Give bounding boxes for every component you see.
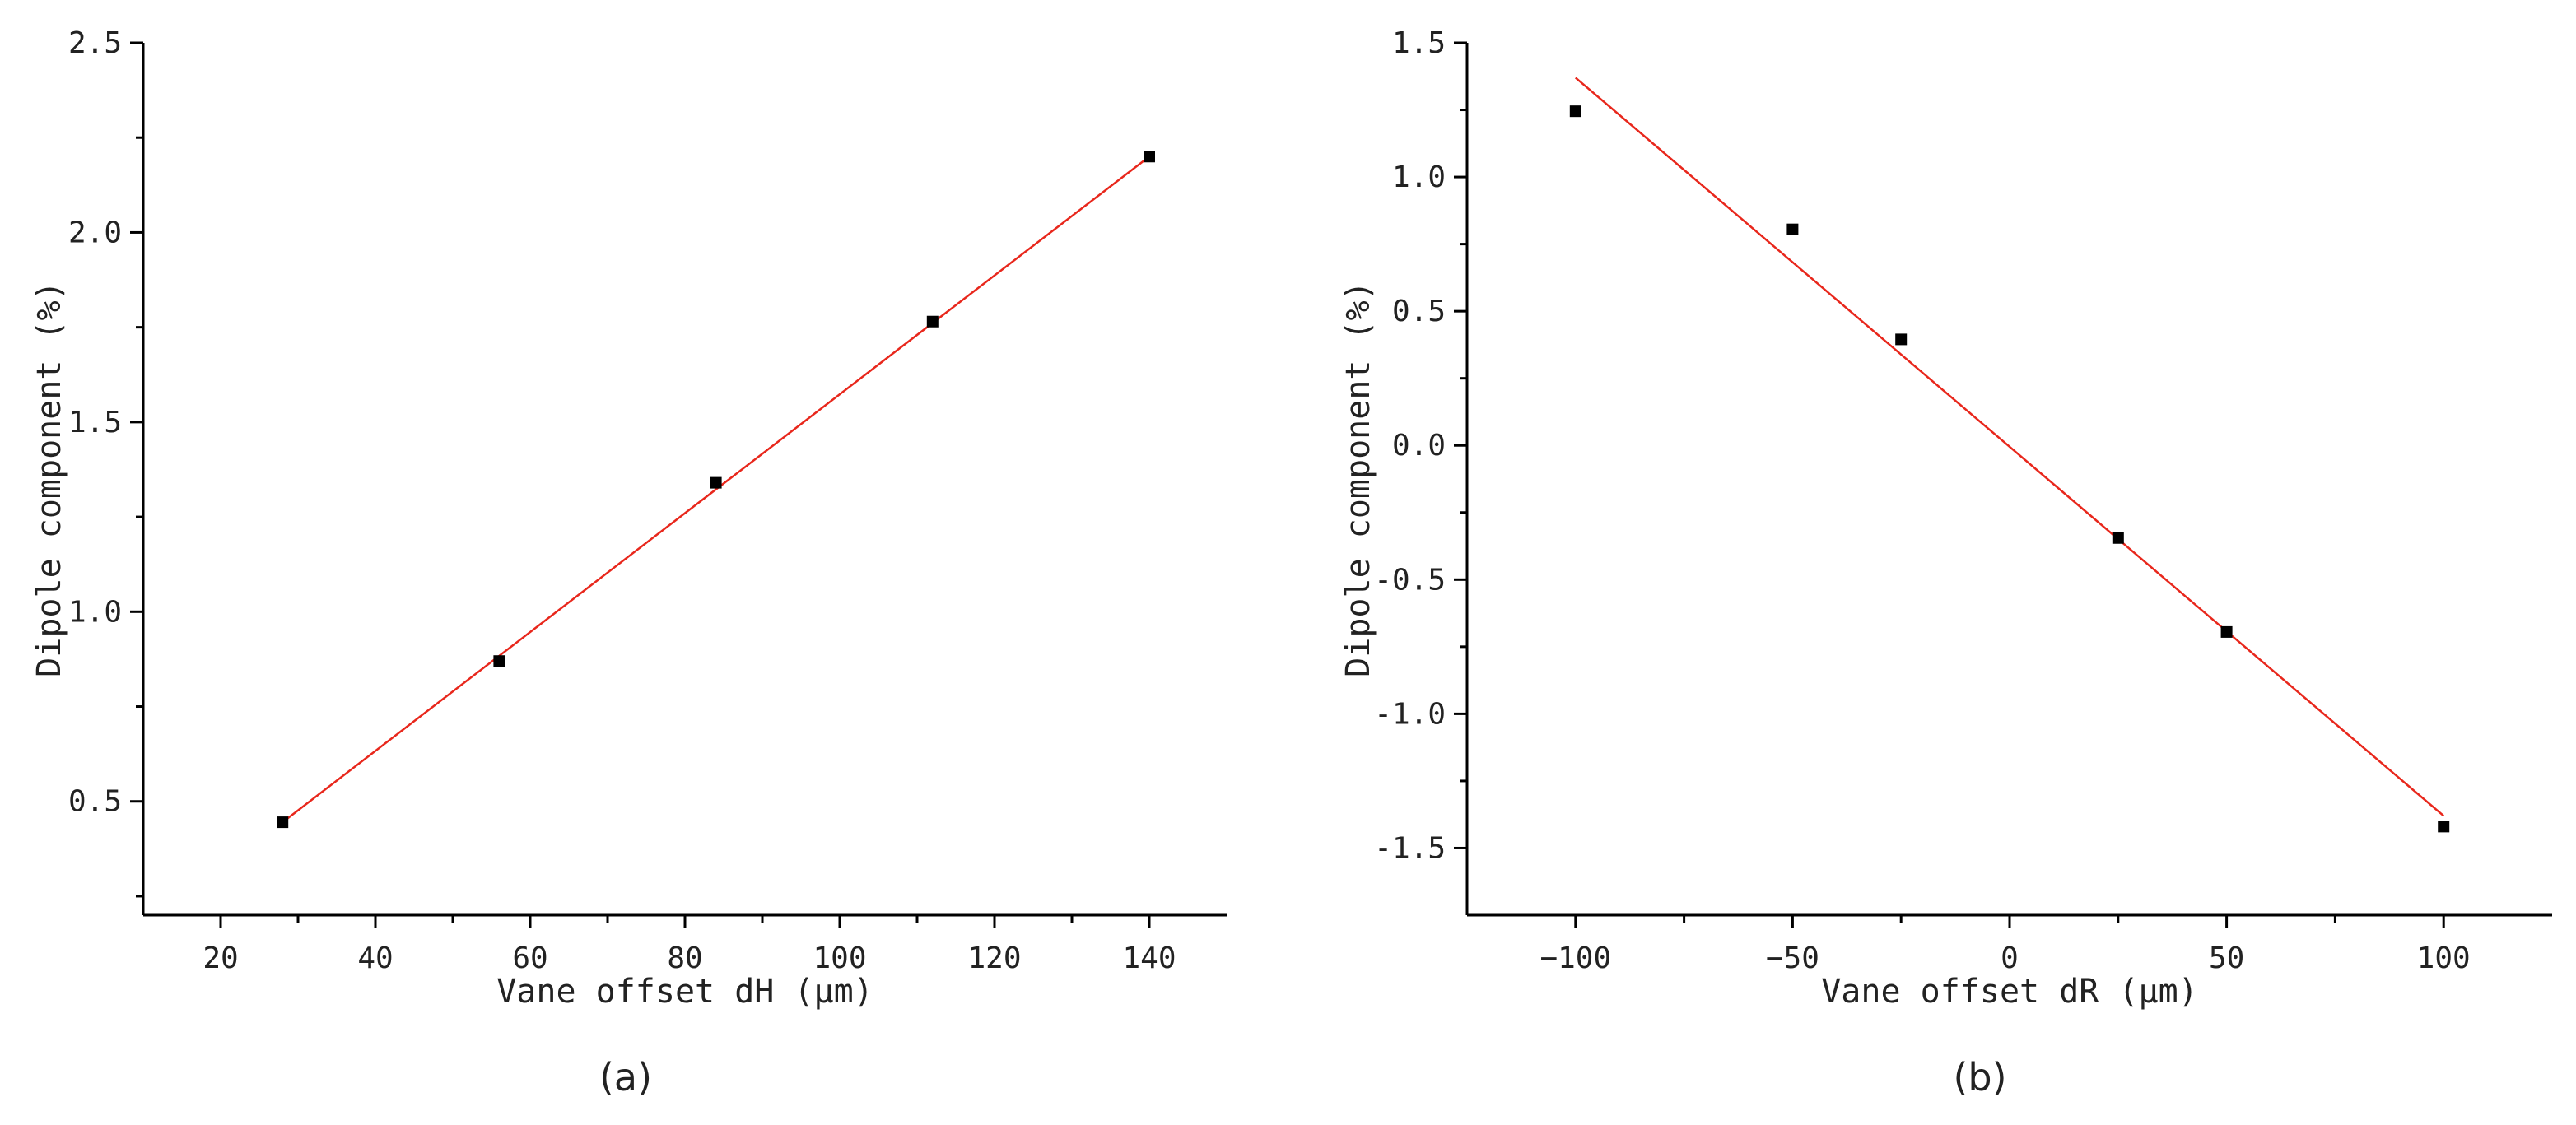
x-tick-label: 140 (1122, 941, 1176, 975)
x-tick-label: 80 (667, 941, 702, 975)
data-point (493, 655, 505, 667)
y-tick-label: -0.5 (1374, 563, 1446, 597)
x-tick-label: 120 (967, 941, 1021, 975)
y-tick-label: 0.5 (1392, 295, 1446, 328)
y-tick-label: -1.0 (1374, 697, 1446, 731)
data-point (1144, 151, 1155, 163)
x-tick-label: 50 (2209, 941, 2244, 975)
y-tick-label: 1.0 (68, 595, 122, 629)
fit-line (1574, 77, 2445, 817)
data-point (2220, 625, 2233, 638)
x-tick-label: 20 (203, 941, 238, 975)
fit-line (282, 156, 1150, 824)
y-tick-label: 2.5 (68, 26, 122, 60)
y-tick-label: 1.0 (1392, 160, 1446, 194)
y-axis-title: Dipole component (%) (30, 281, 68, 677)
chart-panel-a: 20 40 60 80 100 120 140 0.5 1.0 1.5 2.0 2.5 Vane off… (30, 26, 1227, 1099)
panel-label: (b) (1953, 1055, 2006, 1099)
data-point (926, 315, 939, 328)
chart-panel-b: −100 −50 0 50 100 -1.5 -1.0 -0.5 0.0 0.5 1.0 1.5 Van… (1339, 26, 2552, 1099)
y-tick-label: 0.0 (1392, 429, 1446, 463)
y-tick-label: 2.0 (68, 216, 122, 249)
y-tick-label: -1.5 (1374, 831, 1446, 865)
data-point (2112, 532, 2124, 544)
data-point (1786, 223, 1799, 235)
data-point (2438, 821, 2450, 833)
y-tick-label: 1.5 (1392, 26, 1446, 60)
x-tick-label: 60 (512, 941, 547, 975)
y-axis-title: Dipole component (%) (1339, 281, 1377, 677)
data-point (277, 816, 289, 829)
x-tick-label: 100 (2417, 941, 2471, 975)
y-tick-label: 0.5 (68, 785, 122, 819)
data-point (1569, 105, 1581, 118)
x-tick-label: 40 (357, 941, 393, 975)
x-tick-label: 0 (2001, 941, 2019, 975)
data-point (710, 476, 722, 489)
x-tick-label: −50 (1766, 941, 1819, 975)
x-axis-title: Vane offset dR (μm) (1821, 973, 2198, 1011)
panel-label: (a) (599, 1055, 652, 1099)
x-tick-label: 100 (813, 941, 866, 975)
x-tick-label: −100 (1540, 941, 1611, 975)
y-tick-label: 1.5 (68, 406, 122, 439)
data-point (1895, 333, 1908, 346)
x-axis-title: Vane offset dH (μm) (496, 973, 873, 1011)
